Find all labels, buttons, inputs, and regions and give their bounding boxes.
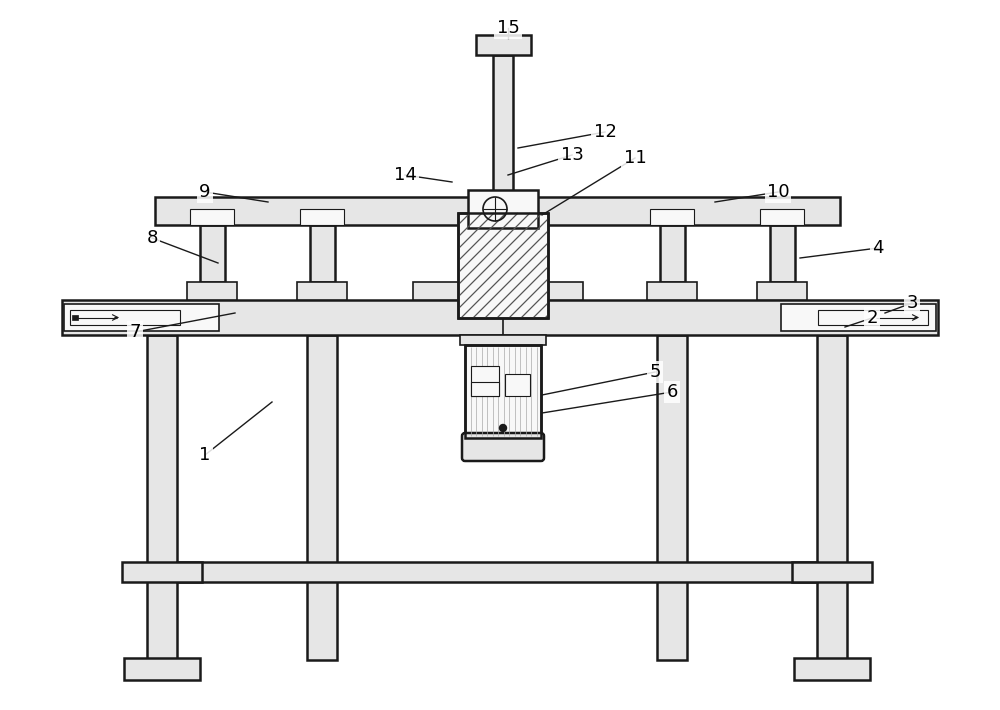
Text: 7: 7 [129,323,141,341]
Bar [794,658,870,680]
Bar [491,343,501,353]
Bar [505,374,530,396]
Text: 2: 2 [866,309,878,327]
Bar [70,310,180,325]
Text: 8: 8 [146,229,158,247]
Bar [650,209,694,225]
Bar [458,213,548,318]
Bar [72,315,78,320]
Bar [757,282,807,300]
Bar [62,300,938,335]
Bar [465,345,541,438]
Bar [147,335,177,660]
Bar [533,282,583,300]
Bar [647,282,697,300]
Text: 15: 15 [497,19,519,37]
Text: 1: 1 [199,446,211,464]
Bar [468,190,538,228]
Bar [310,225,334,282]
Bar [471,382,499,396]
Bar [122,562,202,582]
Text: 12: 12 [594,123,616,141]
Bar [817,335,847,660]
Bar [155,197,840,225]
Text: 11: 11 [624,149,646,167]
Bar [471,366,499,396]
Text: 9: 9 [199,183,211,201]
Bar [760,209,804,225]
Bar [190,209,234,225]
Bar [770,225,794,282]
Text: 14: 14 [394,166,416,184]
Bar [458,213,548,318]
Text: 3: 3 [906,294,918,312]
Bar [476,35,530,55]
Bar [200,225,224,282]
Text: 13: 13 [561,146,583,164]
Bar [458,213,548,318]
Bar [505,343,515,353]
Bar [124,658,200,680]
Bar [660,225,684,282]
Bar [64,304,219,331]
Circle shape [500,425,507,432]
Bar [413,282,463,300]
Bar [307,335,337,660]
Text: 10: 10 [767,183,789,201]
Bar [297,282,347,300]
Bar [300,209,344,225]
Bar [781,304,936,331]
Bar [468,343,484,353]
Bar [522,343,538,353]
Bar [177,562,817,582]
Bar [657,335,687,660]
Text: 4: 4 [872,239,884,257]
Text: 6: 6 [666,383,678,401]
Bar [187,282,237,300]
Text: 5: 5 [649,363,661,381]
Bar [818,310,928,325]
Bar [460,335,546,345]
Bar [493,55,513,197]
Bar [465,345,541,438]
FancyBboxPatch shape [462,433,544,461]
Bar [792,562,872,582]
